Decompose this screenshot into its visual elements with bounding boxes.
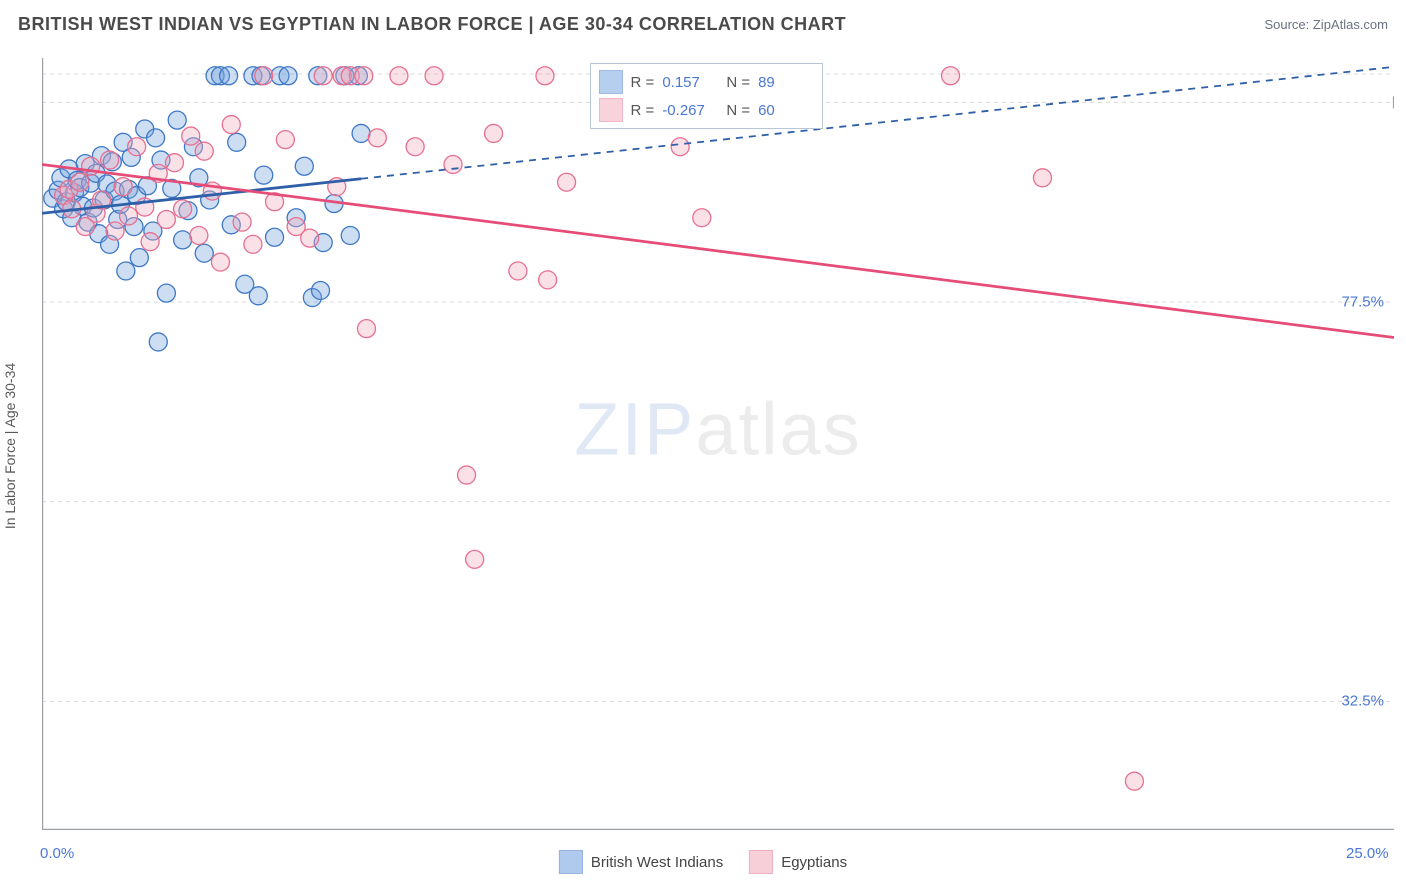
x-tick-label: 0.0% bbox=[40, 845, 74, 862]
r-label: R = bbox=[631, 74, 655, 91]
x-tick-label: 25.0% bbox=[1346, 845, 1389, 862]
legend-swatch bbox=[599, 98, 623, 122]
r-value: 0.157 bbox=[662, 74, 718, 91]
source-attribution: Source: ZipAtlas.com bbox=[1264, 17, 1388, 32]
correlation-legend: R = 0.157 N = 89 R = -0.267 N = 60 bbox=[590, 63, 824, 129]
legend-stats-row: R = -0.267 N = 60 bbox=[599, 96, 815, 124]
source-link[interactable]: ZipAtlas.com bbox=[1313, 17, 1388, 32]
legend-item: British West Indians bbox=[559, 850, 723, 874]
n-value: 89 bbox=[758, 74, 814, 91]
y-axis-label: In Labor Force | Age 30-34 bbox=[2, 363, 18, 529]
chart-svg bbox=[42, 58, 1394, 830]
legend-swatch bbox=[559, 850, 583, 874]
legend-item: Egyptians bbox=[749, 850, 847, 874]
plot-area: ZIPatlas R = 0.157N = 89R = -0.267N = 60 bbox=[42, 58, 1394, 830]
n-label: N = bbox=[726, 74, 750, 91]
chart-title: BRITISH WEST INDIAN VS EGYPTIAN IN LABOR… bbox=[18, 14, 846, 35]
legend-swatch bbox=[599, 70, 623, 94]
series-legend: British West Indians Egyptians bbox=[559, 850, 847, 874]
n-label: N = bbox=[726, 102, 750, 119]
y-tick-label: 77.5% bbox=[1341, 294, 1384, 311]
legend-label: Egyptians bbox=[781, 854, 847, 871]
n-value: 60 bbox=[758, 102, 814, 119]
source-prefix: Source: bbox=[1264, 17, 1312, 32]
legend-swatch bbox=[749, 850, 773, 874]
legend-label: British West Indians bbox=[591, 854, 723, 871]
y-tick-label: 32.5% bbox=[1341, 693, 1384, 710]
r-label: R = bbox=[631, 102, 655, 119]
legend-stats-row: R = 0.157 N = 89 bbox=[599, 68, 815, 96]
r-value: -0.267 bbox=[662, 102, 718, 119]
